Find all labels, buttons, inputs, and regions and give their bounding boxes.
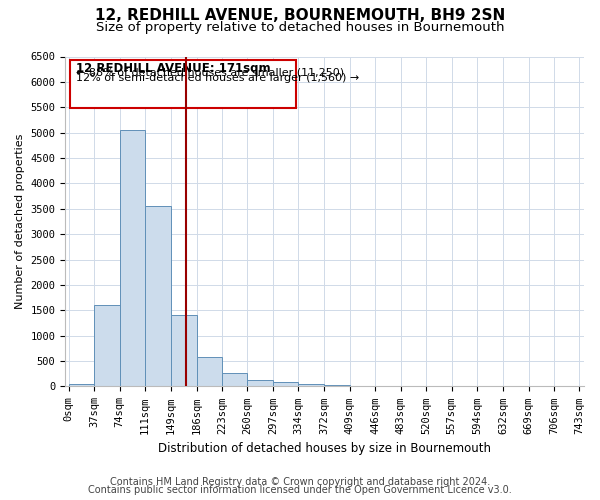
Text: Contains public sector information licensed under the Open Government Licence v3: Contains public sector information licen… xyxy=(88,485,512,495)
Y-axis label: Number of detached properties: Number of detached properties xyxy=(15,134,25,309)
Bar xyxy=(145,206,171,386)
Text: Contains HM Land Registry data © Crown copyright and database right 2024.: Contains HM Land Registry data © Crown c… xyxy=(110,477,490,487)
X-axis label: Distribution of detached houses by size in Bournemouth: Distribution of detached houses by size … xyxy=(158,442,491,455)
Bar xyxy=(273,382,298,386)
Text: Size of property relative to detached houses in Bournemouth: Size of property relative to detached ho… xyxy=(96,21,504,34)
Bar xyxy=(298,384,325,386)
Bar xyxy=(222,372,247,386)
Text: 12% of semi-detached houses are larger (1,560) →: 12% of semi-detached houses are larger (… xyxy=(76,74,359,84)
Text: 12, REDHILL AVENUE, BOURNEMOUTH, BH9 2SN: 12, REDHILL AVENUE, BOURNEMOUTH, BH9 2SN xyxy=(95,8,505,22)
Bar xyxy=(94,305,119,386)
Bar xyxy=(197,357,222,386)
Bar xyxy=(171,316,197,386)
FancyBboxPatch shape xyxy=(70,60,296,108)
Bar xyxy=(247,380,273,386)
Text: 12 REDHILL AVENUE: 171sqm: 12 REDHILL AVENUE: 171sqm xyxy=(76,62,270,74)
Text: ← 88% of detached houses are smaller (11,250): ← 88% of detached houses are smaller (11… xyxy=(76,68,344,78)
Bar xyxy=(69,384,94,386)
Bar xyxy=(119,130,145,386)
